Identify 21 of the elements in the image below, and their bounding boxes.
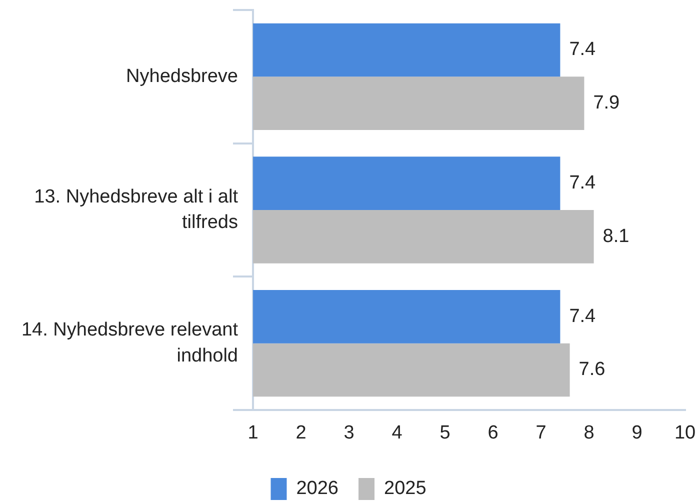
x-tick-label: 6 [488, 422, 498, 444]
data-label: 7.4 [569, 39, 596, 60]
x-tick-label: 4 [392, 422, 403, 444]
data-label: 7.6 [578, 359, 606, 380]
x-tick-label: 7 [536, 422, 546, 444]
x-tick-label: 3 [344, 422, 354, 444]
legend-label: 2025 [384, 478, 426, 500]
y-tick-label: 14. Nyhedsbreve relevant indhold [21, 320, 239, 366]
x-tick-label: 10 [674, 422, 696, 444]
y-tick-label: Nyhedsbreve [126, 66, 238, 87]
data-label: 8.1 [602, 226, 630, 247]
legend-label: 2026 [296, 478, 339, 500]
x-tick-label: 2 [296, 422, 306, 444]
x-tick-label: 9 [632, 422, 642, 444]
y-tick-label: 13. Nyhedsbreve alt i alt tilfreds [34, 186, 239, 234]
data-label: 7.4 [569, 172, 596, 194]
data-label: 7.4 [569, 306, 596, 327]
data-label: 7.9 [593, 92, 620, 114]
x-tick-label: 8 [584, 422, 594, 444]
x-tick-label: 5 [440, 422, 450, 444]
x-tick-label: 1 [248, 422, 258, 444]
